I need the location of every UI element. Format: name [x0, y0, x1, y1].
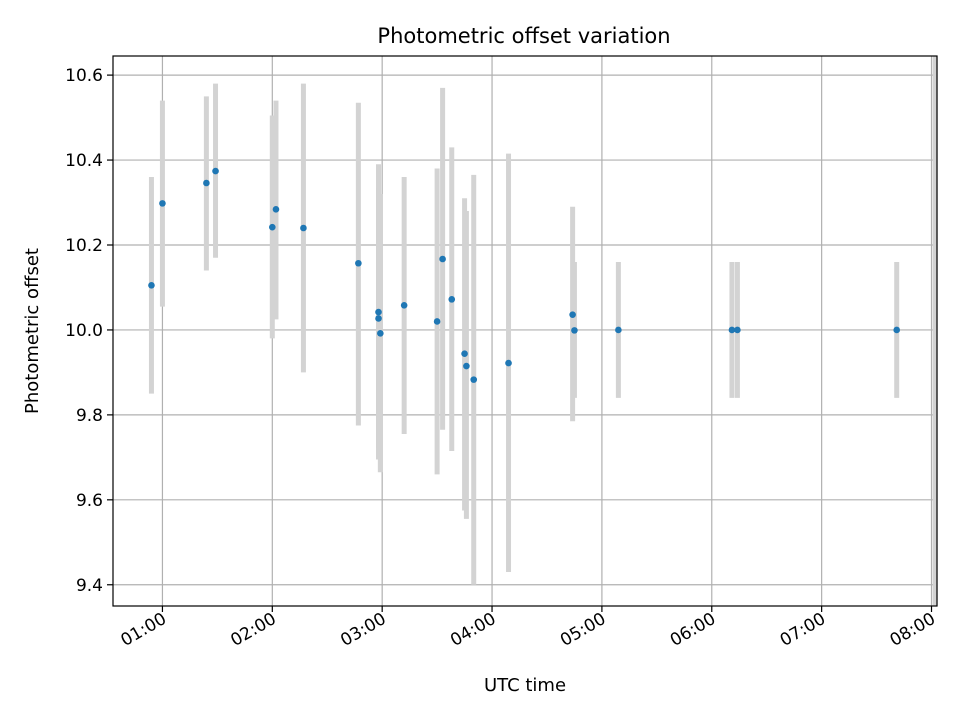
- data-point: [159, 200, 166, 207]
- y-tick-label: 9.4: [76, 576, 103, 596]
- data-point: [448, 296, 456, 303]
- data-point: [375, 308, 382, 316]
- data-point: [433, 318, 441, 325]
- data-point: [505, 359, 512, 367]
- data-point: [893, 326, 901, 334]
- data-point: [439, 255, 446, 263]
- axes-frame: [112, 55, 938, 607]
- data-point: [400, 302, 408, 309]
- x-tick-label: 06:00: [667, 609, 719, 651]
- data-point: [615, 326, 622, 334]
- x-tick-label: 03:00: [337, 609, 389, 651]
- data-point: [470, 376, 478, 383]
- x-tick-label: 02:00: [227, 609, 279, 651]
- data-point: [728, 326, 736, 334]
- y-tick-label: 10.6: [65, 66, 103, 86]
- y-tick-label: 10.0: [65, 321, 103, 341]
- x-tick-label: 05:00: [557, 609, 609, 651]
- y-tick-label: 9.6: [76, 491, 103, 511]
- x-tick-label: 08:00: [887, 609, 939, 651]
- data-point: [571, 327, 578, 334]
- data-point: [148, 282, 155, 289]
- data-point: [375, 315, 382, 322]
- data-point: [300, 224, 307, 232]
- grid: [113, 56, 937, 606]
- data-point: [463, 362, 470, 370]
- error-bars: [148, 56, 938, 606]
- data-point: [269, 223, 276, 231]
- axis-ticks: 01:00 02:00 03:00 04:00 05:00 06:00 07:00 08:00…: [65, 66, 939, 651]
- data-point: [461, 350, 468, 358]
- data-point: [212, 167, 219, 175]
- x-tick-label: 01:00: [118, 609, 170, 651]
- chart-title: Photometric offset variation: [377, 24, 670, 48]
- data-point: [377, 330, 384, 337]
- y-tick-label: 10.4: [65, 151, 103, 171]
- data-point: [203, 179, 210, 187]
- x-axis-label: UTC time: [484, 675, 566, 696]
- data-point: [734, 326, 741, 334]
- data-point: [272, 206, 280, 213]
- x-tick-label: 04:00: [447, 609, 499, 651]
- y-axis-label: Photometric offset: [22, 248, 43, 414]
- data-points: [148, 167, 901, 383]
- y-tick-label: 10.2: [65, 236, 103, 256]
- y-tick-label: 9.8: [76, 406, 103, 426]
- data-point: [355, 259, 362, 267]
- x-tick-label: 07:00: [777, 609, 829, 651]
- data-point: [569, 311, 576, 318]
